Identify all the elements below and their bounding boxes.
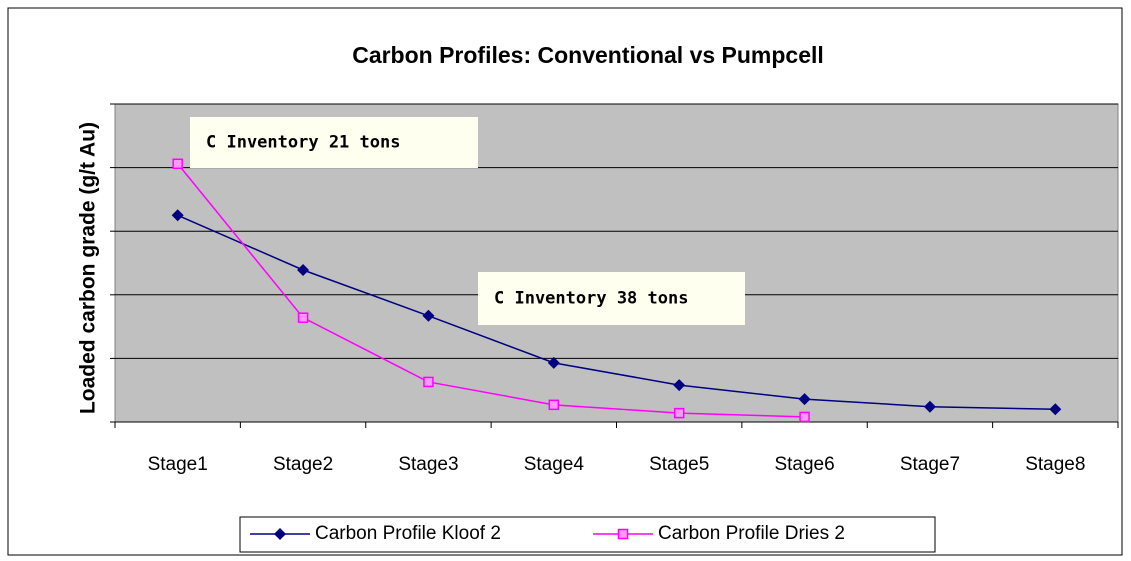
marker bbox=[297, 312, 309, 323]
marker bbox=[297, 263, 310, 276]
marker bbox=[171, 209, 184, 222]
y-axis-label: Loaded carbon grade (g/t Au) bbox=[77, 122, 100, 414]
x-tick-label: Stage5 bbox=[649, 454, 709, 475]
annotation: C Inventory 38 tons bbox=[494, 289, 688, 309]
legend-box bbox=[239, 516, 936, 553]
annotation-box bbox=[190, 117, 478, 168]
annotation-box bbox=[478, 272, 745, 325]
marker bbox=[673, 407, 685, 419]
marker bbox=[548, 399, 560, 411]
x-tick-label: Stage3 bbox=[398, 454, 458, 475]
chart-title: Carbon Profiles: Conventional vs Pumpcel… bbox=[352, 42, 824, 68]
marker bbox=[617, 528, 629, 540]
marker bbox=[274, 528, 286, 540]
series-line bbox=[177, 163, 805, 418]
marker bbox=[423, 376, 434, 388]
marker bbox=[547, 356, 560, 369]
marker bbox=[1049, 403, 1062, 416]
x-tick-label: Stage7 bbox=[900, 454, 960, 475]
x-tick-label: Stage2 bbox=[273, 454, 333, 475]
marker bbox=[923, 400, 936, 413]
x-tick-label: Stage4 bbox=[524, 454, 585, 475]
x-tick-label: Stage1 bbox=[148, 454, 208, 475]
series-line bbox=[177, 214, 1056, 411]
annotation: C Inventory 21 tons bbox=[206, 133, 400, 153]
marker bbox=[422, 309, 435, 322]
marker bbox=[798, 393, 811, 406]
x-tick-label: Stage6 bbox=[774, 454, 834, 475]
marker bbox=[172, 158, 183, 170]
x-tick-label: Stage8 bbox=[1025, 454, 1085, 475]
marker bbox=[799, 411, 810, 423]
legend-label: Carbon Profile Dries 2 bbox=[658, 523, 845, 544]
marker bbox=[673, 379, 686, 392]
legend-label: Carbon Profile Kloof 2 bbox=[315, 523, 501, 544]
